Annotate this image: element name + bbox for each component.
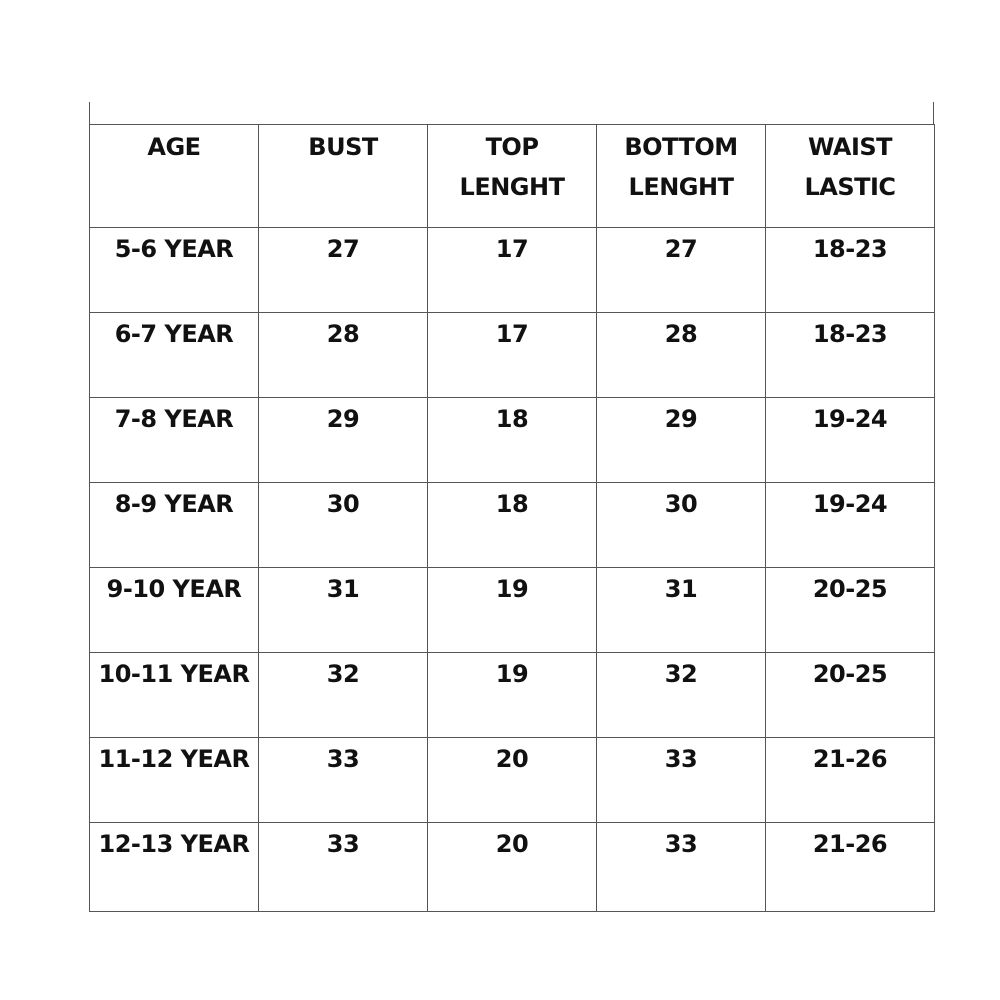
table-cell: 17 [427, 312, 597, 398]
table-row: 8-9 YEAR 30 18 30 19-24 [89, 482, 935, 568]
column-header: TOP LENGHT [427, 124, 597, 228]
table-cell: 33 [258, 737, 428, 823]
table-cell: 20-25 [765, 652, 935, 738]
table-cell: 19 [427, 652, 597, 738]
column-header: BUST [258, 124, 428, 228]
table-cell: 20 [427, 737, 597, 823]
table-cell: 20-25 [765, 567, 935, 653]
column-header-line: TOP [485, 133, 539, 161]
table-cell: 8-9 YEAR [89, 482, 259, 568]
table-border-stub-left [89, 102, 90, 124]
table-cell: 28 [258, 312, 428, 398]
column-header: WAIST LASTIC [765, 124, 935, 228]
table-cell: 27 [258, 227, 428, 313]
table-cell: 19-24 [765, 397, 935, 483]
table-cell: 31 [596, 567, 766, 653]
table-cell: 18-23 [765, 227, 935, 313]
table-row: 6-7 YEAR 28 17 28 18-23 [89, 312, 935, 398]
table-cell: 30 [596, 482, 766, 568]
size-chart-table: AGE BUST TOP LENGHT BOTTOM LENGHT WAIST LASTIC 5… [89, 124, 935, 912]
table-cell: 7-8 YEAR [89, 397, 259, 483]
table-cell: 12-13 YEAR [89, 822, 259, 912]
table-cell: 31 [258, 567, 428, 653]
table-cell: 32 [596, 652, 766, 738]
column-header-line: AGE [147, 133, 201, 161]
table-row: 5-6 YEAR 27 17 27 18-23 [89, 227, 935, 313]
column-header-line: LASTIC [804, 173, 896, 201]
table-cell: 18-23 [765, 312, 935, 398]
table-cell: 18 [427, 397, 597, 483]
table-row: 11-12 YEAR 33 20 33 21-26 [89, 737, 935, 823]
table-cell: 5-6 YEAR [89, 227, 259, 313]
table-cell: 29 [596, 397, 766, 483]
table-cell: 10-11 YEAR [89, 652, 259, 738]
table-cell: 18 [427, 482, 597, 568]
table-cell: 6-7 YEAR [89, 312, 259, 398]
table-cell: 29 [258, 397, 428, 483]
table-cell: 19 [427, 567, 597, 653]
table-cell: 19-24 [765, 482, 935, 568]
column-header-line: WAIST [807, 133, 893, 161]
table-border-stub-right [933, 102, 934, 124]
table-cell: 11-12 YEAR [89, 737, 259, 823]
table-cell: 33 [596, 737, 766, 823]
column-header: BOTTOM LENGHT [596, 124, 766, 228]
column-header-line: LENGHT [459, 173, 565, 201]
table-cell: 28 [596, 312, 766, 398]
table-cell: 20 [427, 822, 597, 912]
column-header: AGE [89, 124, 259, 228]
table-cell: 32 [258, 652, 428, 738]
table-cell: 17 [427, 227, 597, 313]
table-cell: 27 [596, 227, 766, 313]
table-cell: 21-26 [765, 737, 935, 823]
column-header-line: LENGHT [628, 173, 734, 201]
header-row: AGE BUST TOP LENGHT BOTTOM LENGHT WAIST LASTIC [89, 124, 935, 228]
table-cell: 21-26 [765, 822, 935, 912]
table-row: 7-8 YEAR 29 18 29 19-24 [89, 397, 935, 483]
table-cell: 9-10 YEAR [89, 567, 259, 653]
table-row: 10-11 YEAR 32 19 32 20-25 [89, 652, 935, 738]
table-row: 12-13 YEAR 33 20 33 21-26 [89, 822, 935, 912]
table-cell: 33 [596, 822, 766, 912]
table-row: 9-10 YEAR 31 19 31 20-25 [89, 567, 935, 653]
table-cell: 30 [258, 482, 428, 568]
table-cell: 33 [258, 822, 428, 912]
column-header-line: BOTTOM [624, 133, 738, 161]
column-header-line: BUST [308, 133, 378, 161]
